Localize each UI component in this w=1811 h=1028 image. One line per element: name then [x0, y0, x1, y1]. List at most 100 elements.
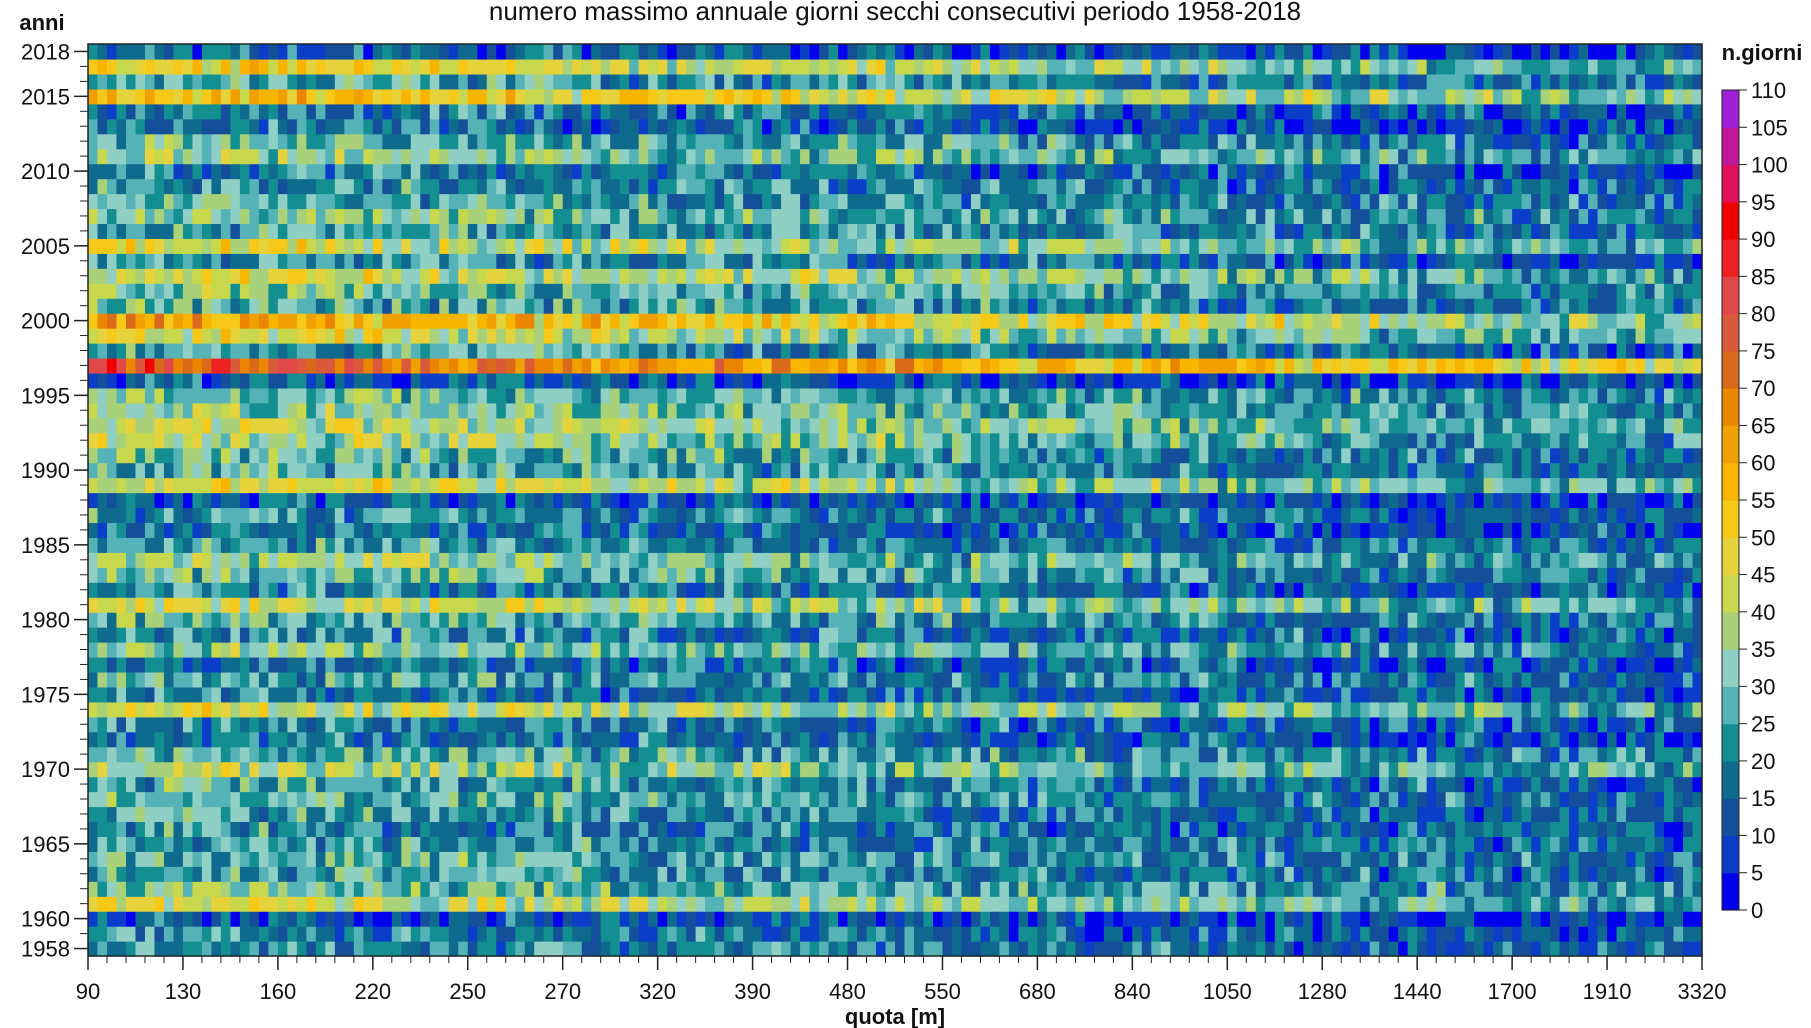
- heatmap-cell: [306, 896, 317, 912]
- heatmap-cell: [135, 896, 146, 912]
- heatmap-cell: [809, 656, 820, 673]
- heatmap-cell: [344, 836, 355, 852]
- heatmap-cell: [1065, 926, 1076, 942]
- heatmap-cell: [809, 821, 820, 837]
- heatmap-cell: [1654, 881, 1665, 897]
- heatmap-cell: [1103, 896, 1114, 912]
- heatmap-cell: [325, 836, 336, 852]
- heatmap-cell: [220, 642, 232, 658]
- heatmap-cell: [401, 731, 412, 748]
- heatmap-cell: [1113, 731, 1124, 748]
- heatmap-cell: [752, 896, 763, 912]
- heatmap-cell: [1265, 597, 1276, 613]
- heatmap-cell: [562, 851, 573, 867]
- heatmap-cell: [363, 821, 374, 837]
- heatmap-cell: [629, 612, 640, 628]
- heatmap-cell: [752, 806, 763, 823]
- heatmap-cell: [819, 866, 830, 882]
- heatmap-cell: [211, 761, 222, 778]
- heatmap-cell: [1455, 642, 1466, 658]
- heatmap-cell: [771, 597, 782, 613]
- heatmap-cell: [448, 507, 459, 524]
- heatmap-cell: [230, 686, 241, 703]
- heatmap-cell: [182, 507, 194, 524]
- heatmap-cell: [1493, 522, 1504, 538]
- heatmap-cell: [638, 567, 649, 583]
- heatmap-cell: [657, 522, 668, 538]
- heatmap-cell: [1113, 896, 1124, 912]
- heatmap-cell: [876, 582, 887, 598]
- heatmap-cell: [287, 612, 298, 628]
- heatmap-cell: [477, 507, 488, 524]
- heatmap-cell: [429, 716, 440, 733]
- heatmap-cell: [610, 791, 621, 808]
- heatmap-cell: [923, 911, 934, 927]
- heatmap-cell: [1493, 896, 1504, 912]
- heatmap-cell: [382, 612, 393, 628]
- heatmap-cell: [553, 716, 564, 733]
- heatmap-cell: [1208, 567, 1219, 583]
- heatmap-cell: [1198, 821, 1209, 837]
- heatmap-cell: [1521, 896, 1532, 912]
- heatmap-cell: [866, 716, 877, 733]
- heatmap-cell: [163, 656, 175, 673]
- heatmap-cell: [496, 567, 507, 583]
- heatmap-cell: [876, 941, 887, 957]
- heatmap-cell: [1569, 627, 1580, 643]
- heatmap-cell: [885, 761, 896, 778]
- heatmap-cell: [1369, 911, 1380, 927]
- heatmap-cell: [1464, 881, 1475, 897]
- heatmap-cell: [372, 761, 383, 778]
- heatmap-cell: [334, 612, 345, 628]
- heatmap-cell: [524, 507, 535, 524]
- heatmap-cell: [667, 522, 678, 538]
- heatmap-cell: [724, 776, 735, 793]
- heatmap-cell: [372, 612, 383, 628]
- heatmap-cell: [353, 522, 364, 538]
- heatmap-cell: [135, 746, 146, 763]
- heatmap-cell: [980, 656, 991, 673]
- heatmap-cell: [1179, 656, 1190, 673]
- heatmap-cell: [1227, 881, 1238, 897]
- heatmap-cell: [572, 821, 583, 837]
- heatmap-cell: [505, 582, 516, 598]
- heatmap-cell: [1455, 746, 1466, 763]
- heatmap-cell: [88, 821, 99, 837]
- heatmap-cell: [1664, 896, 1675, 912]
- heatmap-cell: [486, 761, 497, 778]
- heatmap-cell: [932, 552, 944, 568]
- heatmap-cell: [876, 821, 887, 837]
- heatmap-cell: [1331, 627, 1342, 643]
- heatmap-cell: [486, 686, 497, 703]
- heatmap-cell: [315, 522, 326, 538]
- heatmap-cell: [1360, 791, 1371, 808]
- heatmap-cell: [268, 642, 279, 658]
- heatmap-cell: [211, 656, 222, 673]
- heatmap-cell: [1255, 746, 1266, 763]
- heatmap-cell: [1027, 537, 1039, 553]
- heatmap-cell: [1683, 761, 1694, 778]
- heatmap-cell: [1227, 791, 1238, 808]
- heatmap-cell: [743, 671, 754, 688]
- heatmap-cell: [638, 731, 649, 748]
- heatmap-cell: [1265, 761, 1276, 778]
- heatmap-cell: [372, 627, 383, 643]
- heatmap-cell: [344, 761, 355, 778]
- heatmap-cell: [1540, 522, 1551, 538]
- heatmap-cell: [1246, 836, 1257, 852]
- heatmap-cell: [667, 656, 678, 673]
- heatmap-cell: [1246, 552, 1257, 568]
- heatmap-cell: [857, 746, 868, 763]
- heatmap-cell: [629, 761, 640, 778]
- heatmap-cell: [125, 537, 137, 553]
- heatmap-cell: [410, 507, 421, 524]
- heatmap-cell: [325, 716, 336, 733]
- heatmap-cell: [1493, 941, 1504, 957]
- heatmap-cell: [315, 911, 326, 927]
- heatmap-cell: [1645, 851, 1656, 867]
- heatmap-cell: [980, 597, 991, 613]
- heatmap-cell: [325, 567, 336, 583]
- heatmap-cell: [743, 836, 754, 852]
- heatmap-cell: [1540, 761, 1551, 778]
- heatmap-cell: [1217, 776, 1228, 793]
